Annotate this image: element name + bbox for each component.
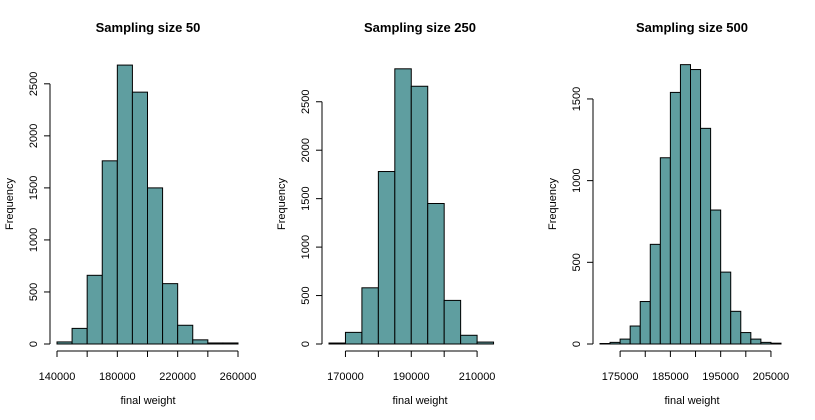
histogram-bar (740, 332, 752, 345)
histogram-bar (162, 283, 179, 345)
histogram-bar (131, 91, 149, 345)
histogram-bar (639, 301, 651, 345)
histogram-bar (101, 160, 118, 345)
bars (328, 68, 495, 345)
histogram-bar (192, 339, 209, 345)
x-tick-label: 195000 (702, 371, 739, 383)
histogram-bar (344, 331, 363, 345)
histogram-bar (177, 324, 194, 345)
histogram-bar (770, 342, 782, 345)
y-axis: 0 500 1000 1500 (571, 87, 594, 347)
histogram-bar (427, 203, 445, 345)
x-tick-label: 180000 (99, 371, 136, 383)
histogram-bar (710, 209, 722, 345)
histogram-bar (222, 342, 239, 345)
histogram-bar (410, 85, 429, 345)
histogram-bar (619, 338, 631, 345)
x-tick-label: 210000 (459, 371, 496, 383)
x-tick-label: 170000 (327, 371, 364, 383)
x-tick-label: 185000 (652, 371, 689, 383)
x-axis-label: final weight (664, 395, 719, 407)
panel-title: Sampling size 250 (364, 20, 476, 35)
y-tick-label: 2000 (300, 138, 312, 162)
histogram-bar (207, 342, 224, 345)
y-tick-label: 500 (28, 283, 40, 301)
histogram-bar (690, 69, 702, 345)
x-axis: 175000 185000 195000 205000 (602, 350, 790, 383)
y-tick-label: 0 (300, 341, 312, 347)
histogram-bar (700, 127, 712, 345)
x-tick-label: 190000 (393, 371, 430, 383)
histogram-bar (443, 299, 462, 345)
histogram-bar (328, 342, 346, 345)
x-tick-label: 260000 (220, 371, 257, 383)
x-axis: 170000 190000 210000 (327, 350, 496, 383)
x-tick-label: 175000 (602, 371, 639, 383)
x-axis-label: final weight (392, 395, 447, 407)
bars (599, 64, 782, 345)
panel-sampling-250: Sampling size 250 Frequency final weight… (276, 20, 495, 407)
histogram-bar (476, 341, 495, 345)
histogram-bar (394, 68, 412, 345)
panel-title: Sampling size 500 (636, 20, 748, 35)
histogram-bar (720, 271, 732, 345)
y-axis: 0 500 1000 1500 2000 2500 (28, 72, 51, 347)
panel-sampling-50: Sampling size 50 Frequency final weight … (4, 20, 256, 407)
y-tick-label: 1000 (571, 168, 583, 192)
bars (56, 64, 239, 345)
y-tick-label: 1000 (28, 228, 40, 252)
histogram-bar (760, 341, 772, 345)
y-tick-label: 0 (28, 341, 40, 347)
y-axis: 0 500 1000 1500 2000 2500 (300, 90, 323, 347)
y-tick-label: 0 (571, 341, 583, 347)
histogram-bar (86, 274, 103, 345)
x-axis: 140000 180000 220000 260000 (39, 350, 257, 383)
x-axis-label: final weight (120, 395, 175, 407)
y-tick-label: 500 (300, 286, 312, 304)
x-tick-label: 205000 (753, 371, 790, 383)
histogram-bar (116, 64, 133, 345)
panel-title: Sampling size 50 (96, 20, 201, 35)
y-tick-label: 1500 (571, 87, 583, 111)
histogram-bar (460, 334, 478, 345)
histogram-bar (377, 171, 396, 345)
histogram-bar (730, 310, 742, 345)
y-tick-label: 500 (571, 253, 583, 271)
y-tick-label: 2500 (300, 90, 312, 114)
histogram-bar (750, 338, 762, 345)
panel-sampling-500: Sampling size 500 Frequency final weight… (547, 20, 789, 407)
histogram-bar (56, 341, 73, 345)
x-tick-label: 220000 (159, 371, 196, 383)
y-axis-label: Frequency (276, 178, 288, 230)
y-tick-label: 1500 (28, 176, 40, 200)
histogram-bar (147, 187, 164, 345)
histogram-bar (679, 64, 692, 345)
histogram-bar (609, 341, 621, 345)
histogram-bar (361, 287, 379, 345)
y-axis-label: Frequency (547, 178, 559, 230)
y-tick-label: 1500 (300, 186, 312, 210)
y-tick-label: 1000 (300, 235, 312, 259)
histogram-bar (629, 325, 641, 345)
histogram-bar (669, 91, 681, 345)
y-axis-label: Frequency (4, 178, 16, 230)
y-tick-label: 2500 (28, 72, 40, 96)
x-tick-label: 140000 (39, 371, 76, 383)
histogram-bar (649, 243, 661, 345)
y-tick-label: 2000 (28, 124, 40, 148)
histogram-bar (659, 157, 671, 345)
histogram-bar (71, 327, 88, 345)
